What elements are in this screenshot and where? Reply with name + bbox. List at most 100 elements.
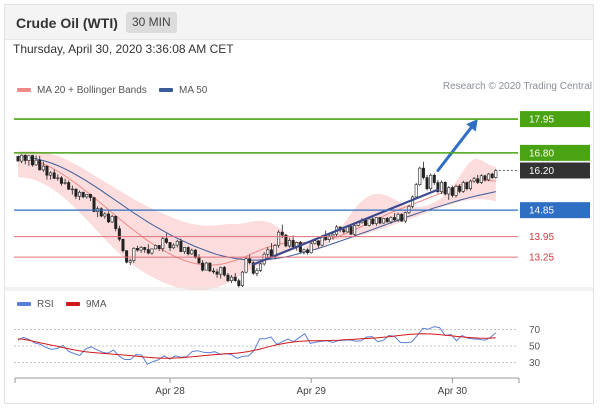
candle-down — [45, 165, 49, 176]
candle — [175, 239, 179, 248]
candle-up — [128, 260, 132, 263]
candle-up — [139, 247, 143, 251]
candle — [440, 180, 444, 194]
candle — [436, 179, 440, 194]
candle-down — [342, 229, 346, 233]
candle — [226, 273, 230, 282]
candle — [208, 262, 212, 272]
candle-up — [396, 213, 400, 221]
candle — [70, 185, 74, 195]
candle-down — [425, 177, 429, 190]
9ma-legend-label: 9MA — [86, 299, 107, 310]
candle-down — [193, 249, 197, 258]
candle — [472, 176, 476, 183]
candle — [63, 178, 67, 185]
resistance-1-tag — [520, 144, 590, 161]
candles-layer — [16, 154, 498, 288]
candle — [38, 155, 42, 171]
chart-header: Crude Oil (WTI) 30 MIN — [5, 5, 593, 40]
candle-down — [186, 247, 190, 255]
candle — [20, 154, 24, 164]
chart-panel: Crude Oil (WTI) 30 MIN — [4, 4, 594, 404]
candle — [164, 233, 168, 244]
candle-up — [49, 172, 53, 176]
candle-down — [392, 217, 396, 221]
target-arrow-shaft — [436, 126, 473, 172]
candle — [266, 247, 270, 258]
candle-up — [407, 206, 411, 213]
candle-up — [468, 180, 472, 190]
rsi-layer: 70 50 30 — [14, 325, 541, 369]
research-credit: Research © 2020 Trading Central — [442, 81, 592, 92]
candle-up — [429, 174, 433, 190]
candle — [186, 246, 190, 256]
candle — [88, 193, 92, 202]
candle-down — [458, 186, 462, 192]
candle — [287, 238, 291, 248]
candle — [259, 263, 263, 272]
candle — [302, 248, 306, 255]
candle — [476, 174, 480, 185]
candle-down — [490, 173, 494, 178]
candle-down — [92, 197, 96, 212]
candle — [468, 179, 472, 191]
candle — [432, 173, 436, 185]
candle-down — [125, 250, 129, 263]
candle — [219, 266, 223, 279]
9ma-legend-swatch — [66, 302, 80, 306]
candle — [110, 214, 114, 224]
ma50-line — [17, 155, 496, 261]
support-2-label: 13.95 — [529, 232, 554, 243]
candle — [458, 184, 462, 194]
candle — [103, 212, 107, 219]
candle-up — [494, 170, 498, 178]
candle — [306, 248, 310, 255]
candle-up — [309, 243, 313, 254]
candle-up — [85, 193, 89, 198]
candle — [78, 190, 82, 201]
candle — [400, 213, 404, 222]
candle — [349, 226, 353, 235]
candle-up — [78, 191, 82, 197]
candle-down — [30, 155, 34, 166]
candle — [392, 213, 396, 222]
candle — [414, 182, 418, 200]
x-tick-label: Apr 29 — [296, 386, 326, 397]
candle — [114, 215, 118, 232]
candle-up — [367, 218, 371, 226]
candle — [382, 217, 386, 224]
candle-down — [222, 267, 226, 276]
candle — [179, 238, 183, 253]
candle — [487, 172, 491, 182]
candle-up — [389, 217, 393, 223]
candle — [59, 176, 63, 186]
candle-up — [313, 240, 317, 244]
candle — [309, 242, 313, 254]
candle-down — [59, 177, 63, 184]
candle — [342, 228, 346, 234]
candle-down — [215, 271, 219, 275]
candle — [23, 154, 27, 165]
candle-up — [287, 240, 291, 247]
candle-up — [204, 262, 208, 271]
candle — [172, 243, 176, 250]
candle-down — [157, 245, 161, 249]
candle — [255, 268, 259, 277]
candle-up — [183, 247, 187, 252]
candle — [244, 257, 248, 274]
candle-up — [70, 188, 74, 191]
candle-down — [74, 188, 78, 197]
candle-down — [211, 270, 215, 273]
resistance-1-label: 16.80 — [529, 148, 554, 159]
candle — [407, 204, 411, 214]
candle-up — [150, 248, 154, 254]
candle — [327, 234, 331, 243]
candle — [52, 169, 56, 180]
candle — [465, 181, 469, 191]
candle-down — [197, 257, 201, 264]
timeframe-badge[interactable]: 30 MIN — [126, 12, 177, 33]
candle — [298, 241, 302, 254]
rsi-legend-label: RSI — [37, 299, 54, 310]
candle-up — [240, 271, 244, 286]
